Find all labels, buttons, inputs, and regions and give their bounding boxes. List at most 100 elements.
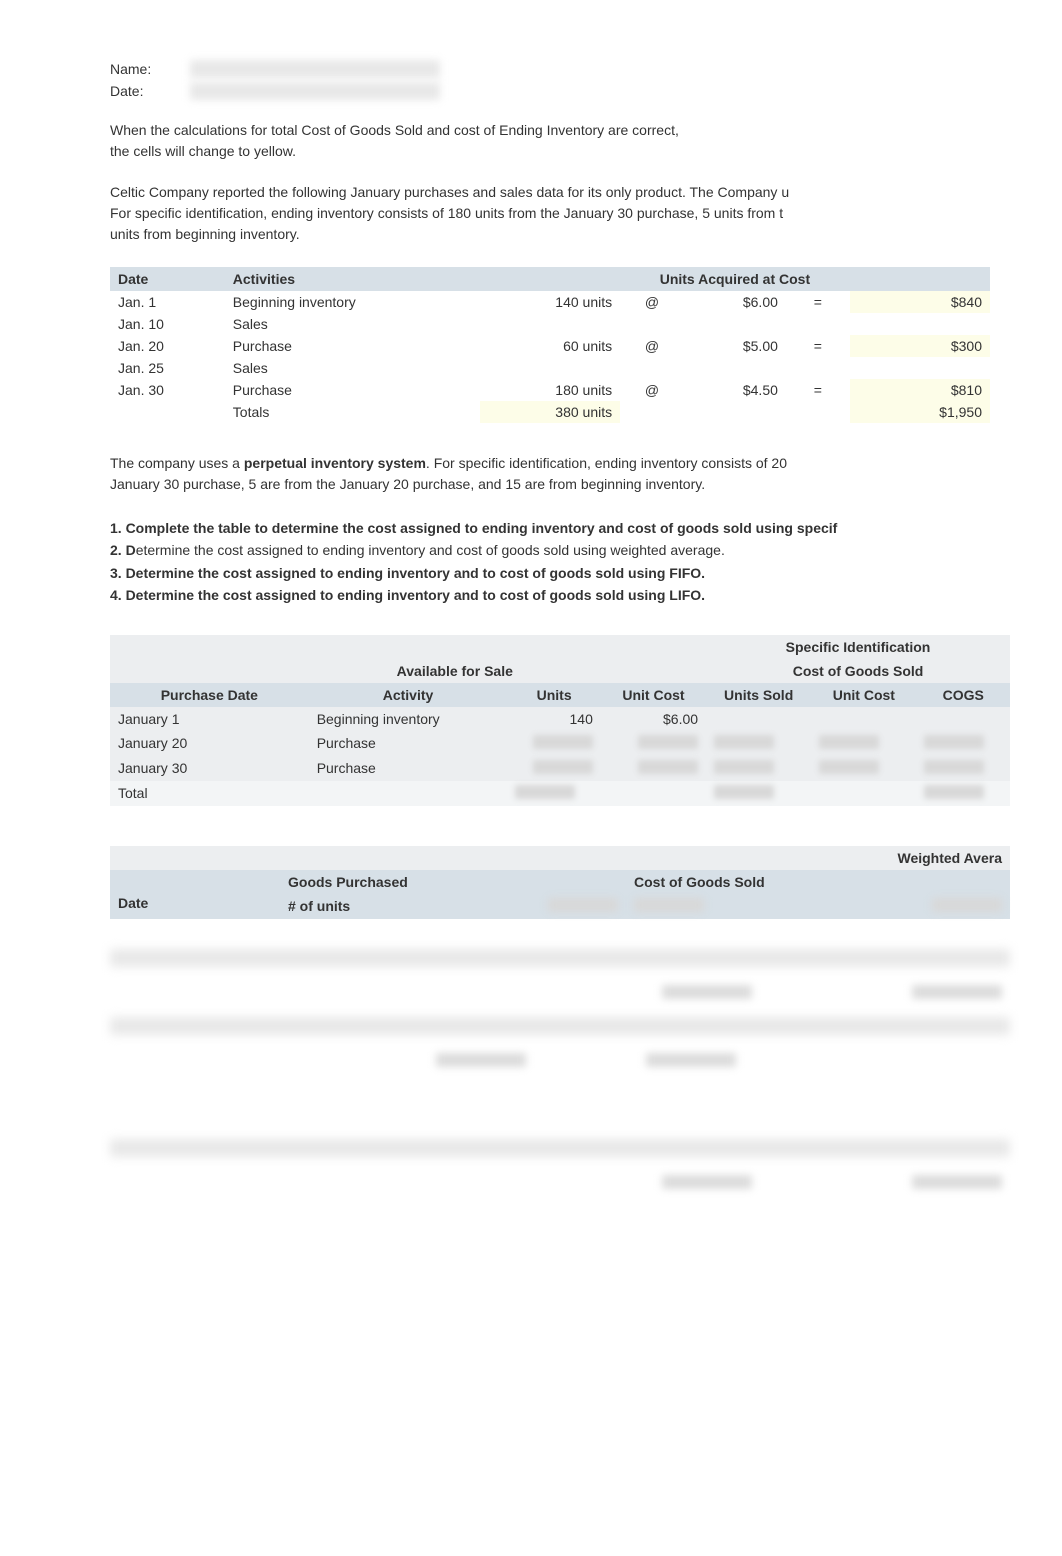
tasks-list: 1. Complete the table to determine the c… (110, 517, 1062, 607)
mid-bold: perpetual inventory system (244, 455, 426, 471)
si-cell[interactable] (811, 731, 916, 756)
cell-price: $4.50 (684, 379, 786, 401)
si-cell[interactable] (916, 756, 1010, 781)
weighted-avg-table-wrap: Weighted Avera Date Goods Purchased Cost… (110, 846, 1062, 919)
wa-cell[interactable] (626, 894, 826, 919)
hdr-available: Available for Sale (309, 659, 601, 683)
si-cell[interactable] (507, 781, 601, 806)
cell-activity: Sales (225, 357, 480, 379)
specific-id-table-wrap: Specific Identification Available for Sa… (110, 635, 1062, 806)
blur-small (912, 1175, 1002, 1189)
wa-top-row: Weighted Avera (110, 846, 1010, 870)
si-cell[interactable] (811, 707, 916, 731)
hdr-weighted: Weighted Avera (826, 846, 1010, 870)
blur-small (662, 985, 752, 999)
cell-at: @ (620, 291, 684, 313)
perpetual-paragraph: The company uses a perpetual inventory s… (110, 453, 1062, 495)
name-row: Name: (110, 60, 1062, 78)
col-cogs: Cost of Goods Sold (626, 870, 826, 894)
col-unit-cost: Unit Cost (601, 683, 706, 707)
wa-cell[interactable] (826, 894, 1010, 919)
si-sub-row: Available for Sale Cost of Goods Sold (110, 659, 1010, 683)
hdr-date: Date (110, 267, 225, 291)
hdr-specific-id: Specific Identification (706, 635, 1010, 659)
totals-amount: $1,950 (850, 401, 990, 423)
si-cell[interactable] (601, 731, 706, 756)
cell-total: $840 (850, 291, 990, 313)
table-row: January 20 Purchase (110, 731, 1010, 756)
wa-cell[interactable] (540, 894, 626, 919)
table-row: Jan. 10 Sales (110, 313, 990, 335)
specific-id-table: Specific Identification Available for Sa… (110, 635, 1010, 806)
si-cell[interactable] (706, 707, 811, 731)
si-date: January 20 (110, 731, 309, 756)
blur-line-row (110, 1175, 1062, 1189)
cell-units: 60 units (480, 335, 620, 357)
name-label: Name: (110, 61, 190, 77)
si-cell[interactable] (916, 731, 1010, 756)
cell-eq: = (786, 379, 850, 401)
cell-units: 140 units (480, 291, 620, 313)
date-row: Date: (110, 82, 1062, 100)
table-row: Jan. 25 Sales (110, 357, 990, 379)
table-row: Jan. 30 Purchase 180 units @ $4.50 = $81… (110, 379, 990, 401)
si-cell[interactable] (916, 707, 1010, 731)
name-input-blurred[interactable] (190, 60, 440, 78)
cell-at: @ (620, 335, 684, 357)
si-top-row: Specific Identification (110, 635, 1010, 659)
worksheet-page: Name: Date: When the calculations for to… (0, 0, 1062, 1243)
si-date: January 1 (110, 707, 309, 731)
col-goods-purchased: Goods Purchased (280, 870, 540, 894)
date-label: Date: (110, 83, 190, 99)
wa-col-row: Date Goods Purchased Cost of Goods Sold (110, 870, 1010, 894)
si-cell[interactable] (507, 756, 601, 781)
blurred-region (110, 949, 1062, 1189)
si-cell[interactable] (507, 731, 601, 756)
task-2-pre: 2. D (110, 542, 136, 558)
blur-bar (110, 1017, 1010, 1035)
instruction-line1: When the calculations for total Cost of … (110, 120, 1062, 141)
si-unit-cost: $6.00 (601, 707, 706, 731)
task-3: 3. Determine the cost assigned to ending… (110, 565, 705, 581)
si-cell[interactable] (706, 756, 811, 781)
si-activity: Purchase (309, 731, 508, 756)
weighted-avg-table: Weighted Avera Date Goods Purchased Cost… (110, 846, 1010, 919)
blur-small (436, 1053, 526, 1067)
blur-bar (110, 949, 1010, 967)
col-date: Date (110, 870, 280, 919)
si-date: January 30 (110, 756, 309, 781)
si-cell[interactable] (601, 756, 706, 781)
blur-small (662, 1175, 752, 1189)
cell-date: Jan. 30 (110, 379, 225, 401)
cell-date: Jan. 10 (110, 313, 225, 335)
blur-small (646, 1053, 736, 1067)
col-num-units: # of units (280, 894, 540, 919)
cell-units: 180 units (480, 379, 620, 401)
mid-line2: January 30 purchase, 5 are from the Janu… (110, 474, 1062, 495)
mid-post1: . For specific identification, ending in… (426, 455, 787, 471)
cell-activity: Purchase (225, 379, 480, 401)
col-units: Units (507, 683, 601, 707)
col-activity: Activity (309, 683, 508, 707)
si-total-label: Total (110, 781, 309, 806)
si-cell[interactable] (706, 731, 811, 756)
cell-date: Jan. 25 (110, 357, 225, 379)
si-cell[interactable] (706, 781, 811, 806)
totals-row: Totals 380 units $1,950 (110, 401, 990, 423)
task-1: 1. Complete the table to determine the c… (110, 520, 837, 536)
si-cell[interactable] (811, 756, 916, 781)
hdr-cogs-top: Cost of Goods Sold (706, 659, 1010, 683)
intro-line1: Celtic Company reported the following Ja… (110, 182, 1062, 203)
cell-total: $810 (850, 379, 990, 401)
si-activity: Beginning inventory (309, 707, 508, 731)
table-row: January 1 Beginning inventory 140 $6.00 (110, 707, 1010, 731)
si-cell[interactable] (916, 781, 1010, 806)
intro-paragraph: Celtic Company reported the following Ja… (110, 182, 1062, 245)
cell-eq: = (786, 335, 850, 357)
hdr-activities: Activities (225, 267, 480, 291)
intro-line2: For specific identification, ending inve… (110, 203, 1062, 224)
table-row: Jan. 1 Beginning inventory 140 units @ $… (110, 291, 990, 313)
cell-price: $6.00 (684, 291, 786, 313)
date-input-blurred[interactable] (190, 82, 440, 100)
instruction-text: When the calculations for total Cost of … (110, 120, 1062, 162)
